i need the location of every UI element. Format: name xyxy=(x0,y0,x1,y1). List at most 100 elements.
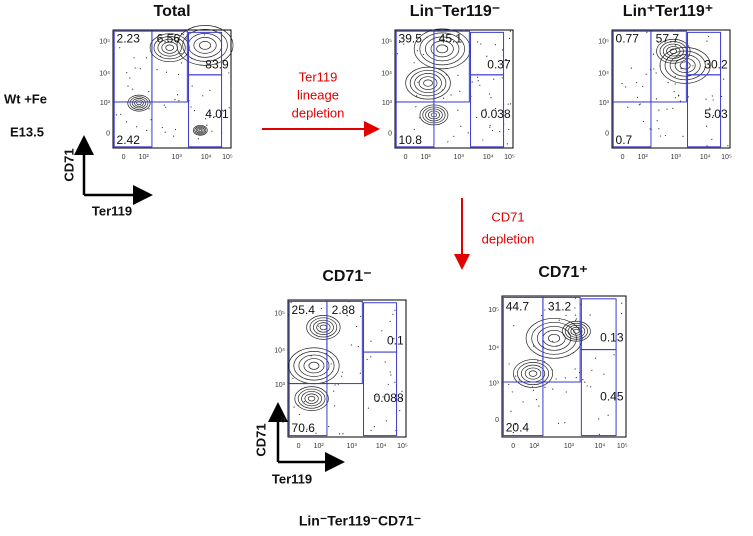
gate-value: 44.7 xyxy=(506,299,530,313)
event-dot xyxy=(558,319,560,321)
event-dot xyxy=(494,107,497,110)
event-dot xyxy=(505,59,507,61)
event-dot xyxy=(598,433,601,436)
event-dot xyxy=(603,373,605,375)
event-dot xyxy=(532,389,535,391)
event-dot xyxy=(544,309,546,311)
contour xyxy=(149,33,190,63)
arrow-label: depletion xyxy=(292,105,345,120)
contour xyxy=(199,40,211,50)
event-dot xyxy=(506,143,508,145)
gate xyxy=(612,101,652,148)
x-tick-label: 10³ xyxy=(454,154,465,161)
event-dot xyxy=(136,126,138,128)
contour xyxy=(165,44,174,51)
plot-frame xyxy=(611,29,731,149)
event-dot xyxy=(191,85,193,87)
event-dot xyxy=(293,406,295,408)
event-dot xyxy=(531,386,534,388)
event-dot xyxy=(176,94,179,96)
event-dot xyxy=(366,358,368,361)
event-dot xyxy=(150,119,152,121)
event-dot xyxy=(328,426,330,428)
plot-frame xyxy=(112,29,232,149)
contour xyxy=(513,359,553,388)
contour xyxy=(528,370,538,377)
event-dot xyxy=(479,84,481,86)
event-dot xyxy=(120,113,122,116)
gate-value: 25.4 xyxy=(292,303,316,317)
x-tick-label: 10⁵ xyxy=(397,443,408,450)
contour xyxy=(157,38,182,57)
contour xyxy=(308,361,320,370)
event-dot xyxy=(467,132,469,134)
event-dot xyxy=(334,405,336,407)
event-dot xyxy=(584,381,586,383)
x-tick-label: 10⁵ xyxy=(721,154,732,161)
contour xyxy=(418,76,438,90)
contour xyxy=(153,36,186,60)
event-dot xyxy=(209,89,211,91)
gate xyxy=(650,30,687,103)
event-dot xyxy=(292,377,294,379)
condition: Wt +Fe xyxy=(4,91,47,106)
event-dot xyxy=(342,433,344,435)
event-dot xyxy=(645,73,647,75)
event-dot xyxy=(399,410,401,412)
event-dot xyxy=(320,307,322,309)
gate xyxy=(188,74,223,148)
gate-value: 6.56 xyxy=(157,32,181,46)
y-tick-label: 10⁵ xyxy=(381,39,392,46)
event-dot xyxy=(228,72,230,74)
event-dot xyxy=(501,49,504,51)
event-dot xyxy=(178,100,180,102)
gate-value: 0.1 xyxy=(387,333,404,347)
arrow-label: depletion xyxy=(482,231,535,246)
event-dot xyxy=(706,40,708,42)
event-dot xyxy=(706,145,708,147)
contour xyxy=(542,329,566,347)
event-dot xyxy=(416,95,418,97)
gate-value: 0.7 xyxy=(616,133,633,147)
event-dot xyxy=(221,109,223,111)
gate-value: 70.6 xyxy=(292,421,316,435)
event-dot xyxy=(582,378,584,381)
event-dot xyxy=(666,108,668,110)
event-dot xyxy=(575,377,577,379)
x-tick-label: 10⁴ xyxy=(483,154,494,161)
plot-frame xyxy=(287,299,407,438)
event-dot xyxy=(370,340,372,342)
event-dot xyxy=(493,78,495,80)
arrow-label: CD71 xyxy=(491,209,524,224)
event-dot xyxy=(129,77,131,79)
event-dot xyxy=(445,45,447,48)
event-dot xyxy=(709,107,711,109)
event-dot xyxy=(480,43,482,45)
event-dot xyxy=(463,29,465,31)
event-dot xyxy=(393,337,395,340)
event-dot xyxy=(512,431,514,434)
gate-value: 0.088 xyxy=(374,391,404,405)
event-dot xyxy=(712,99,714,101)
event-dot xyxy=(635,82,638,84)
gate-value: 31.2 xyxy=(548,299,572,313)
gate xyxy=(363,351,398,437)
event-dot xyxy=(161,126,163,129)
event-dot xyxy=(544,361,546,363)
event-dot xyxy=(447,141,449,143)
y-tick-label: 10⁵ xyxy=(488,307,499,314)
event-dot xyxy=(589,314,591,316)
contour xyxy=(316,322,331,333)
event-dot xyxy=(126,72,128,74)
gate xyxy=(326,300,363,385)
contour xyxy=(656,38,691,64)
y-tick-label: 10³ xyxy=(599,100,610,107)
contour xyxy=(303,358,325,374)
event-dot xyxy=(370,429,372,431)
gate xyxy=(687,74,722,148)
event-dot xyxy=(209,112,211,114)
event-dot xyxy=(382,396,384,398)
event-dot xyxy=(394,131,396,133)
event-dot xyxy=(290,301,292,304)
x-tick-label: 10² xyxy=(139,154,150,161)
